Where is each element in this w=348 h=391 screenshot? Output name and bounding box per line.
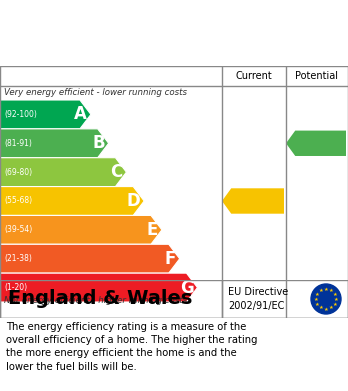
Text: 81: 81	[312, 136, 331, 150]
Text: Very energy efficient - lower running costs: Very energy efficient - lower running co…	[4, 88, 187, 97]
Text: ★: ★	[315, 292, 320, 296]
Text: D: D	[126, 192, 140, 210]
Text: ★: ★	[329, 288, 333, 293]
Polygon shape	[286, 131, 346, 156]
Text: E: E	[147, 221, 158, 239]
Text: ★: ★	[319, 305, 323, 310]
Polygon shape	[0, 215, 162, 244]
Text: 2002/91/EC: 2002/91/EC	[228, 301, 284, 311]
Text: The energy efficiency rating is a measure of the
overall efficiency of a home. T: The energy efficiency rating is a measur…	[6, 322, 258, 371]
Text: A: A	[74, 106, 87, 124]
Text: ★: ★	[329, 305, 333, 310]
Text: Potential: Potential	[295, 71, 339, 81]
Text: B: B	[92, 134, 105, 152]
Circle shape	[311, 284, 341, 314]
Polygon shape	[0, 158, 126, 187]
Polygon shape	[0, 100, 91, 129]
Polygon shape	[0, 187, 144, 215]
Text: EU Directive: EU Directive	[228, 287, 288, 297]
Text: ★: ★	[315, 301, 320, 307]
Text: Current: Current	[236, 71, 272, 81]
Text: Energy Efficiency Rating: Energy Efficiency Rating	[60, 5, 288, 23]
Text: (55-68): (55-68)	[4, 197, 32, 206]
Text: C: C	[110, 163, 122, 181]
Text: ★: ★	[324, 287, 329, 292]
Text: G: G	[180, 278, 193, 296]
Polygon shape	[0, 273, 197, 302]
Text: (69-80): (69-80)	[4, 168, 32, 177]
Text: (39-54): (39-54)	[4, 225, 32, 234]
Text: (92-100): (92-100)	[4, 110, 37, 119]
Text: ★: ★	[314, 296, 318, 301]
Text: (1-20): (1-20)	[4, 283, 27, 292]
Text: (21-38): (21-38)	[4, 254, 32, 263]
Text: F: F	[164, 250, 176, 268]
Text: (81-91): (81-91)	[4, 139, 32, 148]
Polygon shape	[0, 129, 109, 158]
Text: Not energy efficient - higher running costs: Not energy efficient - higher running co…	[4, 296, 187, 305]
Text: ★: ★	[332, 301, 337, 307]
Text: ★: ★	[332, 292, 337, 296]
Text: ★: ★	[324, 307, 329, 312]
Text: ★: ★	[319, 288, 323, 293]
Text: 63: 63	[249, 194, 268, 208]
Polygon shape	[0, 244, 180, 273]
Text: England & Wales: England & Wales	[8, 289, 192, 308]
Polygon shape	[222, 188, 284, 214]
Text: ★: ★	[334, 296, 338, 301]
